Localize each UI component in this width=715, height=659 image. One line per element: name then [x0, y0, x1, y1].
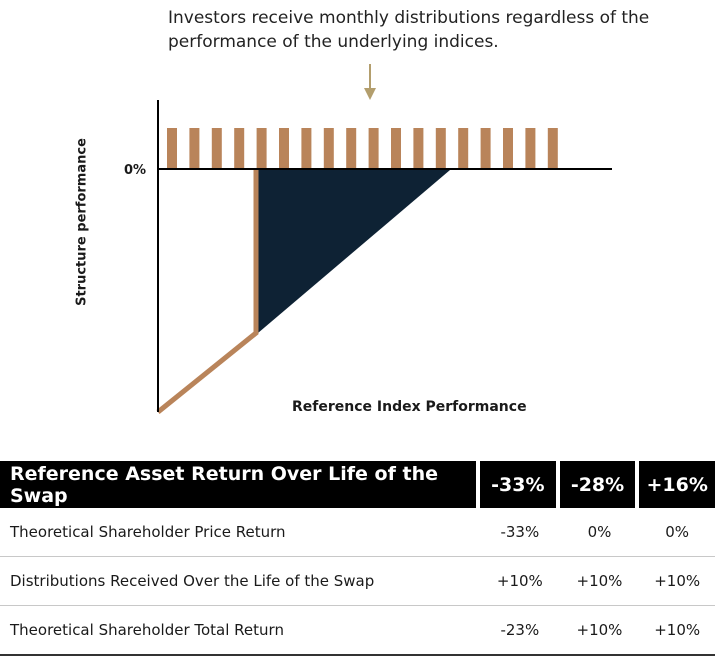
- row-value: -33%: [480, 508, 560, 557]
- payoff-line: [156, 170, 259, 414]
- annotation-arrow: [364, 64, 376, 100]
- x-axis-label: Reference Index Performance: [292, 399, 527, 415]
- row-label: Theoretical Shareholder Total Return: [0, 606, 481, 656]
- row-value: +10%: [559, 557, 640, 606]
- header-value: +16%: [639, 461, 715, 508]
- table-header-row: Reference Asset Return Over Life of the …: [0, 461, 715, 508]
- table-row: Theoretical Shareholder Price Return -33…: [0, 508, 715, 557]
- distribution-bar: [279, 128, 289, 169]
- distribution-bars: [167, 128, 558, 169]
- row-value: -23%: [480, 606, 560, 656]
- table-row: Theoretical Shareholder Total Return -23…: [0, 606, 715, 656]
- row-value: 0%: [639, 508, 715, 557]
- distribution-bar: [323, 128, 334, 169]
- table-row: Distributions Received Over the Life of …: [0, 557, 715, 606]
- header-value: -28%: [559, 461, 640, 508]
- row-value: +10%: [480, 557, 560, 606]
- distribution-bar: [167, 128, 177, 169]
- y-tick-label: 0%: [124, 163, 147, 178]
- distribution-bar: [234, 128, 245, 169]
- distribution-bar: [256, 128, 267, 169]
- distribution-bar: [503, 128, 513, 169]
- distribution-bar: [346, 128, 357, 169]
- returns-table: Reference Asset Return Over Life of the …: [0, 461, 715, 656]
- distribution-bar: [435, 128, 446, 169]
- distribution-bar: [458, 128, 469, 169]
- y-axis-label: Structure performance: [74, 138, 90, 306]
- row-label: Distributions Received Over the Life of …: [0, 557, 481, 606]
- payoff-chart: Investors receive monthly distributions …: [74, 8, 650, 415]
- header-label: Reference Asset Return Over Life of the …: [0, 461, 481, 508]
- distribution-bar: [189, 128, 200, 169]
- row-label: Theoretical Shareholder Price Return: [0, 508, 481, 557]
- protected-area: [258, 170, 450, 333]
- row-value: +10%: [639, 606, 715, 656]
- row-value: +10%: [639, 557, 715, 606]
- distribution-bar: [413, 128, 424, 169]
- distribution-bar: [480, 128, 491, 169]
- distribution-bar: [301, 128, 312, 169]
- chart-canvas: [156, 64, 612, 414]
- distribution-bar: [368, 128, 379, 169]
- row-value: 0%: [559, 508, 640, 557]
- distribution-bar: [391, 128, 401, 169]
- distribution-bar: [211, 128, 222, 169]
- distribution-bar: [547, 128, 558, 169]
- row-value: +10%: [559, 606, 640, 656]
- distribution-bar: [525, 128, 536, 169]
- header-value: -33%: [480, 461, 560, 508]
- chart-annotation: Investors receive monthly distributions …: [168, 8, 650, 52]
